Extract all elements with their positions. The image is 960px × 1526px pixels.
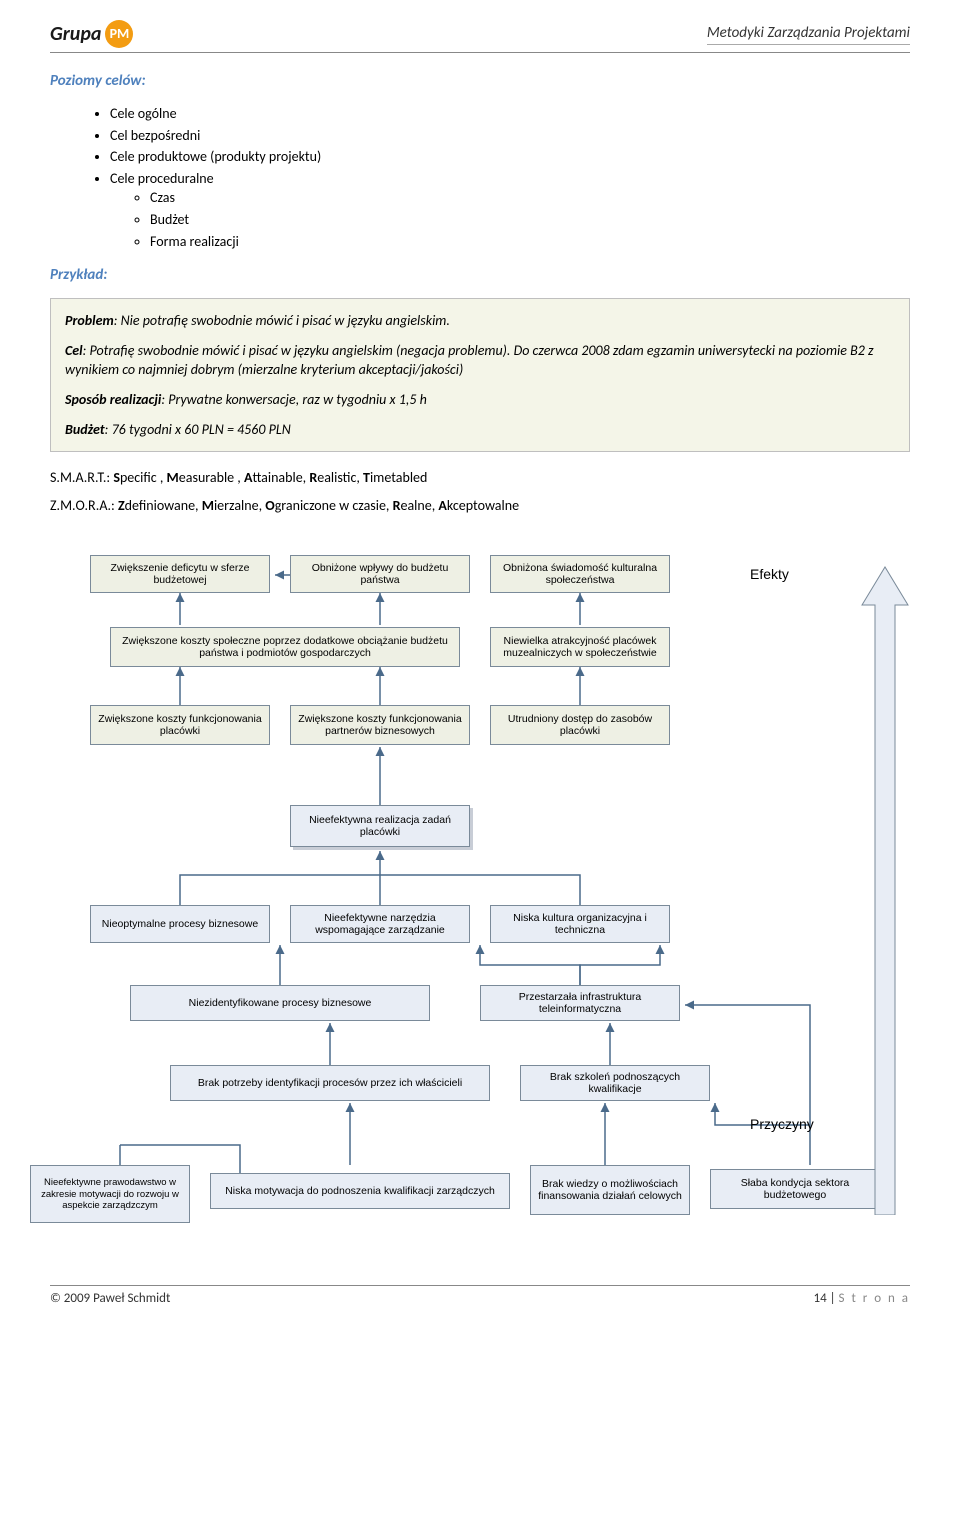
footer-copyright: © 2009 Paweł Schmidt: [50, 1290, 170, 1308]
label-przyczyny: Przyczyny: [750, 1115, 814, 1135]
logo-text: Grupa: [50, 20, 101, 48]
section-example-title: Przykład:: [50, 265, 910, 286]
node-kondycja: Słaba kondycja sektora budżetowego: [710, 1169, 880, 1209]
node-kultura: Niska kultura organizacyjna i techniczna: [490, 905, 670, 943]
example-goal: Cel: Potrafię swobodnie mówić i pisać w …: [65, 341, 895, 380]
node-niezidentyfikowane: Niezidentyfikowane procesy biznesowe: [130, 985, 430, 1021]
node-brak-potrzeby: Brak potrzeby identyfikacji procesów prz…: [170, 1065, 490, 1101]
list-item-label: Cele proceduralne: [110, 170, 214, 187]
goals-list: Cele ogólne Cel bezpośredni Cele produkt…: [110, 104, 910, 251]
text: : 76 tygodni x 60 PLN = 4560 PLN: [105, 421, 291, 438]
node-brak-wiedzy: Brak wiedzy o możliwościach finansowania…: [530, 1165, 690, 1215]
node-koszty-spoleczne: Zwiększone koszty społeczne poprzez doda…: [110, 627, 460, 667]
label: Budżet: [65, 421, 105, 438]
node-wplywy: Obniżone wpływy do budżetu państwa: [290, 555, 470, 593]
logo-badge: PM: [105, 20, 133, 48]
text: : Nie potrafię swobodnie mówić i pisać w…: [114, 312, 450, 329]
list-item: Cel bezpośredni: [110, 126, 910, 146]
zmora-definition: Z.M.O.R.A.: Zdefiniowane, Mierzalne, Ogr…: [50, 496, 910, 516]
list-item: Cele ogólne: [110, 104, 910, 124]
example-box: Problem: Nie potrafię swobodnie mówić i …: [50, 298, 910, 452]
document-title: Metodyki Zarządzania Projektami: [707, 23, 910, 45]
label: Problem: [65, 312, 114, 329]
text: : Potrafię swobodnie mówić i pisać w jęz…: [65, 342, 874, 379]
node-brak-szkolen: Brak szkoleń podnoszących kwalifikacje: [520, 1065, 710, 1101]
list-item: Czas: [150, 188, 910, 208]
list-item: Cele produktowe (produkty projektu): [110, 147, 910, 167]
footer-page: 14 | S t r o n a: [813, 1290, 910, 1308]
node-koszty-partnerow: Zwiększone koszty funkcjonowania partner…: [290, 705, 470, 745]
node-center: Nieefektywna realizacja zadań placówki: [290, 805, 470, 847]
label: Z.M.O.R.A.:: [50, 497, 118, 514]
node-prawodawstwo: Nieefektywne prawodawstwo w zakresie mot…: [30, 1165, 190, 1223]
label-efekty: Efekty: [750, 565, 789, 585]
list-item: Forma realizacji: [150, 232, 910, 252]
logo: Grupa PM: [50, 20, 133, 48]
label: S.M.A.R.T.:: [50, 469, 113, 486]
page-header: Grupa PM Metodyki Zarządzania Projektami: [50, 20, 910, 53]
node-infrastruktura: Przestarzała infrastruktura teleinformat…: [480, 985, 680, 1021]
node-atrakcyjnosc: Niewielka atrakcyjność placówek muzealni…: [490, 627, 670, 667]
node-koszty-placowki: Zwiększone koszty funkcjonowania placówk…: [90, 705, 270, 745]
smart-definition: S.M.A.R.T.: Specific , Measurable , Atta…: [50, 468, 910, 488]
page-footer: © 2009 Paweł Schmidt 14 | S t r o n a: [50, 1285, 910, 1308]
example-problem: Problem: Nie potrafię swobodnie mówić i …: [65, 311, 895, 331]
example-budget: Budżet: 76 tygodni x 60 PLN = 4560 PLN: [65, 420, 895, 440]
text: : Prywatne konwersacje, raz w tygodniu x…: [161, 391, 426, 408]
sub-list: Czas Budżet Forma realizacji: [150, 188, 910, 251]
node-narzedzia: Nieefektywne narzędzia wspomagające zarz…: [290, 905, 470, 943]
label: Cel: [65, 342, 83, 359]
node-dostep: Utrudniony dostęp do zasobów placówki: [490, 705, 670, 745]
section-goals-title: Poziomy celów:: [50, 71, 910, 92]
problem-tree-diagram: Zwiększenie deficytu w sferze budżetowej…: [50, 545, 910, 1265]
node-swiadomosc: Obniżona świadomość kulturalna społeczeń…: [490, 555, 670, 593]
node-deficit: Zwiększenie deficytu w sferze budżetowej: [90, 555, 270, 593]
example-method: Sposób realizacji: Prywatne konwersacje,…: [65, 390, 895, 410]
node-motywacja: Niska motywacja do podnoszenia kwalifika…: [210, 1173, 510, 1209]
node-procesy: Nieoptymalne procesy biznesowe: [90, 905, 270, 943]
list-item: Budżet: [150, 210, 910, 230]
list-item: Cele proceduralne Czas Budżet Forma real…: [110, 169, 910, 251]
label: Sposób realizacji: [65, 391, 161, 408]
effects-causes-arrow: [860, 565, 910, 1215]
page-number: 14 |: [813, 1291, 838, 1306]
page-label: S t r o n a: [839, 1291, 910, 1306]
